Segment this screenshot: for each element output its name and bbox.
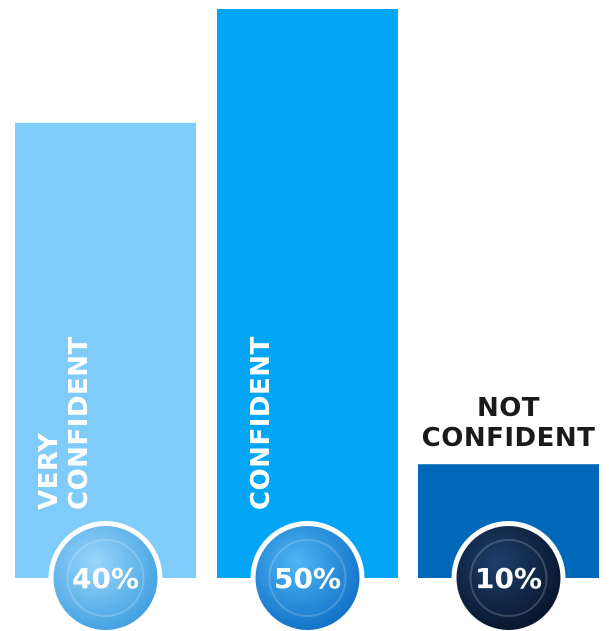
category-label-confident: CONFIDENT [246,336,276,510]
category-label-very-confident-line-1: VERY [34,432,64,510]
category-label-not-confident-line-2: CONFIDENT [422,423,596,453]
badge-disc [456,526,561,630]
category-label-not-confident-line-1: NOT [477,393,540,423]
category-label-very-confident-line-2: CONFIDENT [64,336,94,510]
value-badge-not-confident: 10% [451,521,566,631]
value-badge-confident: 50% [250,521,365,631]
value-badge-very-confident: 40% [48,521,163,631]
badge-inner-ring [469,539,548,617]
badge-disc [53,526,158,630]
badge-inner-ring [268,539,347,617]
value-label-not-confident: 10% [475,562,542,595]
bar-confident [217,9,398,578]
value-label-very-confident: 40% [72,562,139,595]
value-label-confident: 50% [274,562,341,595]
badge-inner-ring [66,539,145,617]
badge-disc [255,526,360,630]
bar-very-confident [15,122,196,579]
